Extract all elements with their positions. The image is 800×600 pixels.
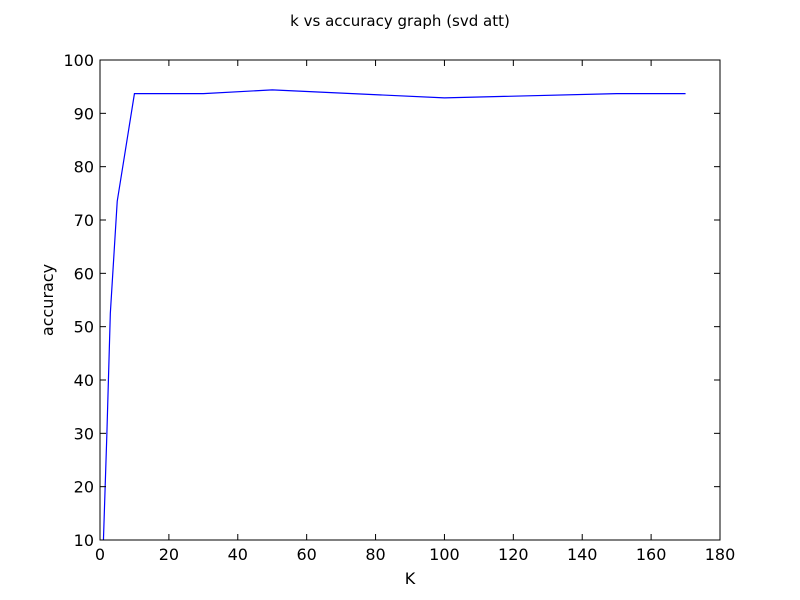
chart-title: k vs accuracy graph (svd att) [290, 12, 510, 30]
y-tick-label: 60 [74, 264, 94, 283]
series-line [102, 89, 686, 541]
x-tick-label: 20 [159, 545, 179, 564]
x-tick-label: 80 [365, 545, 385, 564]
y-tick-label: 30 [74, 424, 94, 443]
y-tick-label: 80 [74, 158, 94, 177]
y-tick-label: 20 [74, 478, 94, 497]
x-tick-label: 180 [705, 545, 736, 564]
x-tick-label: 120 [498, 545, 529, 564]
plot-area [102, 89, 686, 541]
y-axis-label: accuracy [38, 264, 57, 336]
x-tick-label: 140 [567, 545, 598, 564]
y-tick-label: 10 [74, 531, 94, 550]
x-tick-label: 0 [95, 545, 105, 564]
y-tick-label: 50 [74, 318, 94, 337]
y-tick-label: 70 [74, 211, 94, 230]
y-tick-label: 90 [74, 104, 94, 123]
axis-ticks: 0 20 40 60 80 100 120 140 160 180 10 20 30 40 50 60 70 80… [63, 51, 735, 564]
x-axis-label: K [405, 569, 416, 588]
x-tick-label: 40 [228, 545, 248, 564]
x-tick-label: 60 [296, 545, 316, 564]
x-tick-label: 160 [636, 545, 667, 564]
x-tick-label: 100 [429, 545, 460, 564]
plot-frame [99, 59, 721, 541]
y-tick-label: 100 [63, 51, 94, 70]
y-tick-label: 40 [74, 371, 94, 390]
